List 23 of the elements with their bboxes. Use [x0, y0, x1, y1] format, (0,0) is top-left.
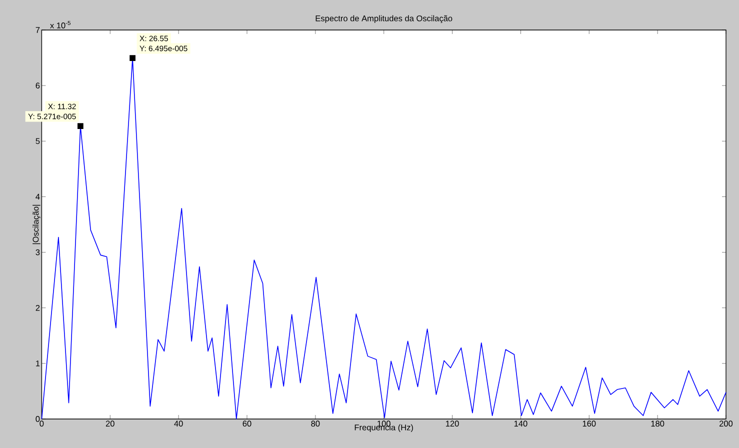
- x-tick-label: 60: [242, 420, 252, 427]
- x-tick-label: 80: [311, 420, 320, 427]
- text: x 10$^{-5}$: [50, 20, 70, 28]
- x-tick-label: 160: [582, 420, 596, 427]
- x-tick-label: 100: [378, 420, 390, 427]
- chart-title: Espectro de Amplitudes da Oscilação: [316, 15, 452, 23]
- x-tick-label: 40: [174, 420, 183, 427]
- x-tick-label: 20: [106, 420, 114, 427]
- x-tick-label: 0: [40, 420, 44, 427]
- y-tick-label: 5: [36, 138, 40, 144]
- y-tick-label: 3: [36, 249, 40, 256]
- x-tick-label: 140: [514, 420, 528, 427]
- y-tick-label: 0: [36, 416, 40, 422]
- y-tick-label: 7: [36, 27, 40, 33]
- x-tick-label: 120: [446, 420, 459, 427]
- y-tick-label: 2: [36, 304, 40, 311]
- x-tick-label: 180: [651, 420, 664, 427]
- y-tick-label: 4: [36, 194, 40, 200]
- x-tick-label: 200: [720, 420, 733, 427]
- x-axis-title: Frequencia (Hz): [354, 424, 413, 432]
- y-tick-label: 1: [36, 360, 40, 366]
- y-tick-label: 6: [36, 82, 40, 88]
- y-axis-title: |Oscilação|: [32, 204, 40, 244]
